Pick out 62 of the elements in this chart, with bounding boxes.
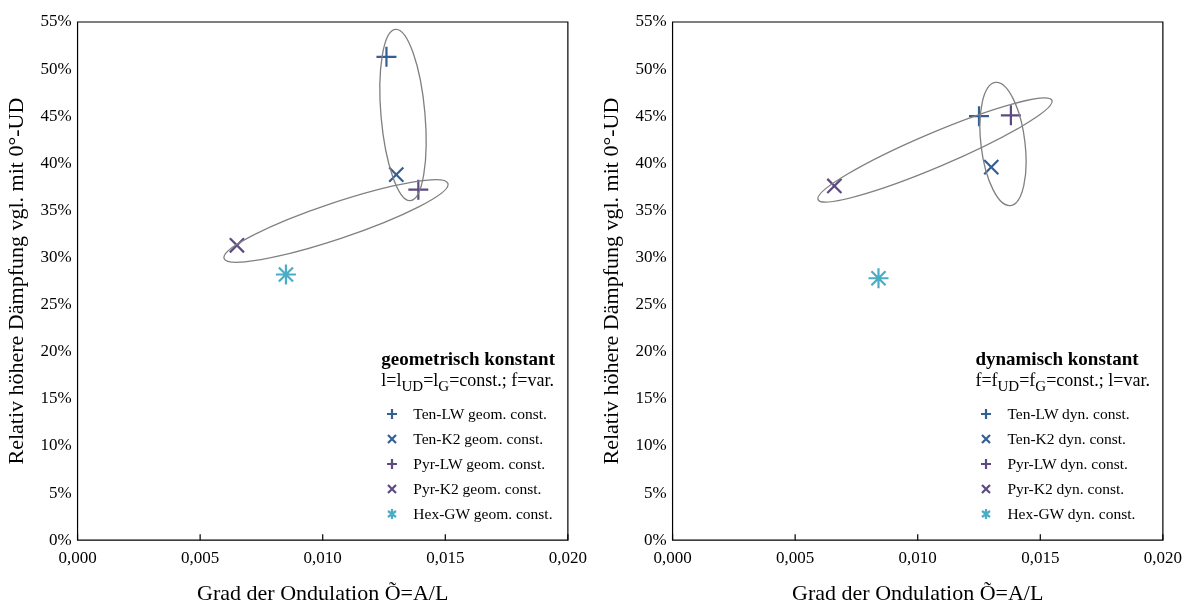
legend-label: Hex-GW geom. const.: [413, 504, 553, 523]
annotation: f=f$_{UD}$=f$_{G}$=const.; l=var.: [975, 370, 1150, 395]
y-tick-label: 45%: [635, 105, 667, 125]
point: [388, 166, 405, 183]
point: [274, 263, 298, 286]
y-tick-label: 5%: [48, 482, 72, 502]
legend-label: Ten-K2 geom. const.: [413, 429, 544, 448]
y-axis-title: Relativ höhere Dämpfung vgl. mit 0°-UD: [2, 97, 28, 465]
point: [983, 158, 1000, 176]
y-tick-label: 25%: [40, 294, 72, 314]
point: [999, 104, 1022, 127]
point: [228, 237, 246, 254]
x-axis-title: Grad der Ondulation Õ=A/L: [792, 579, 1044, 605]
y-tick-label: 5%: [643, 482, 667, 502]
annotation: l=l$_{UD}$=l$_{G}$=const.; f=var.: [381, 370, 555, 395]
x-tick-label: 0,010: [303, 547, 342, 567]
y-tick-label: 50%: [40, 58, 72, 78]
y-tick-label: 40%: [635, 152, 667, 172]
y-tick-label: 35%: [40, 199, 72, 219]
legend-label: Hex-GW dyn. const.: [1007, 504, 1136, 523]
x-tick-label: 0,020: [548, 547, 587, 567]
point: [826, 177, 843, 195]
y-tick-label: 0%: [48, 529, 72, 549]
point: [375, 45, 398, 68]
y-tick-label: 30%: [635, 247, 667, 267]
x-tick-label: 0,010: [898, 547, 937, 567]
y-tick-label: 15%: [40, 388, 72, 408]
point: [867, 267, 890, 290]
y-tick-label: 50%: [635, 58, 667, 78]
legend-title: geometrisch konstant: [381, 348, 555, 371]
y-tick-label: 55%: [40, 11, 72, 31]
x-axis-title: Grad der Ondulation Õ=A/L: [197, 579, 449, 605]
point: [967, 105, 991, 128]
y-tick-label: 25%: [635, 294, 667, 314]
legend-label: Ten-LW dyn. const.: [1007, 404, 1130, 423]
y-tick-label: 20%: [635, 341, 667, 361]
legend-label: Pyr-K2 geom. const.: [413, 479, 542, 498]
legend-label: Pyr-LW dyn. const.: [1007, 454, 1128, 473]
x-tick-label: 0,015: [1021, 547, 1060, 567]
x-tick-label: 0,020: [1143, 547, 1182, 567]
x-tick-label: 0,000: [58, 547, 97, 567]
y-tick-label: 45%: [40, 105, 72, 125]
legend-label: Ten-K2 dyn. const.: [1007, 429, 1126, 448]
legend-title: dynamisch konstant: [975, 348, 1140, 371]
x-tick-label: 0,005: [181, 547, 220, 567]
x-tick-label: 0,015: [426, 547, 465, 567]
x-tick-label: 0,005: [776, 547, 815, 567]
y-axis-title: Relativ höhere Dämpfung vgl. mit 0°-UD: [597, 97, 623, 465]
y-tick-label: 30%: [40, 247, 72, 267]
y-tick-label: 55%: [635, 11, 667, 31]
legend-label: Ten-LW geom. const.: [413, 404, 547, 423]
y-tick-label: 35%: [635, 199, 667, 219]
x-tick-label: 0,000: [653, 547, 692, 567]
y-tick-label: 10%: [40, 435, 72, 455]
y-tick-label: 40%: [40, 152, 72, 172]
y-tick-label: 0%: [643, 529, 667, 549]
y-tick-label: 15%: [635, 388, 667, 408]
y-tick-label: 20%: [40, 341, 72, 361]
legend-label: Pyr-LW geom. const.: [413, 454, 546, 473]
legend-label: Pyr-K2 dyn. const.: [1007, 479, 1125, 498]
y-tick-label: 10%: [635, 435, 667, 455]
point: [407, 178, 430, 201]
